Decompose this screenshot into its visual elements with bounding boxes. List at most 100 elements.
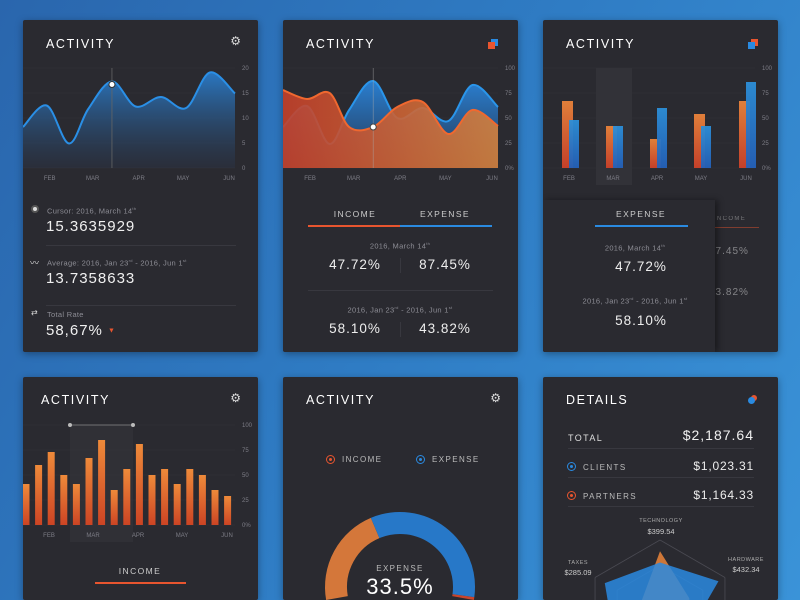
income-bar [198, 475, 206, 525]
donut-chart[interactable] [283, 377, 518, 600]
average-label: Average: 2016, Jan 23rd - 2016, Jun 1st [47, 258, 187, 268]
x-tick-label: FEB [304, 176, 316, 182]
x-tick-label: MAY [439, 176, 452, 182]
expense-value: 43.82% [419, 321, 471, 336]
clients-icon [567, 462, 576, 471]
income-bar [173, 484, 181, 525]
x-tick-label: MAR [347, 176, 361, 182]
income-underline [308, 225, 400, 227]
range-handle [68, 423, 72, 427]
cursor-value: 15.3635929 [46, 218, 136, 235]
y-tick-label: 0% [762, 166, 771, 172]
area-chart[interactable]: 100 75 50 25 0% FEB MAR APR MAY JUN [283, 20, 518, 185]
income-bar [186, 469, 194, 525]
range-label: 2016, Jan 23rd - 2016, Jun 1st [347, 305, 453, 315]
tab-income[interactable]: INCOME [118, 566, 162, 576]
income-panel-back[interactable]: INCOME 87.45% 43.82% [709, 200, 778, 352]
x-tick-label: JUN [740, 176, 752, 182]
x-tick-label: MAR [86, 533, 100, 539]
x-tick-label: FEB [44, 176, 56, 182]
card-title: ACTIVITY [41, 393, 111, 407]
total-label: TOTAL [568, 433, 604, 443]
y-tick-label: 20 [242, 66, 249, 72]
circles-icon[interactable] [748, 395, 758, 404]
expense-panel: EXPENSE 2016, March 14th 47.72% 2016, Ja… [543, 200, 715, 352]
income-legend-icon [326, 455, 335, 464]
card-title: ACTIVITY [306, 393, 376, 407]
cursor-point [369, 123, 377, 131]
income-bar [72, 484, 80, 525]
tab-income[interactable]: INCOME [713, 216, 747, 222]
range-label: 2016, Jan 23rd - 2016, Jun 1st [582, 296, 688, 306]
income-slice [325, 517, 380, 600]
income-bar [85, 458, 93, 525]
area-chart[interactable]: 20 15 10 5 0 FEB MAR APR MAY JUN [23, 20, 258, 185]
income-bar [35, 465, 43, 525]
tab-expense[interactable]: EXPENSE [420, 209, 470, 219]
date-label: 2016, March 14th [369, 241, 431, 251]
y-tick-label: 100 [505, 66, 516, 72]
clients-value: $1,023.31 [693, 459, 754, 473]
activity-card-donut: ACTIVITY ⚙ INCOME EXPENSE EXPENSE 33.5% [283, 377, 518, 600]
cursor-icon [31, 205, 39, 213]
y-tick-label: 100 [242, 423, 253, 429]
income-bar [60, 475, 68, 525]
bar-chart[interactable]: 100 75 50 25 0% FEB MAR APR MAY JUN [23, 377, 258, 542]
card-title: ACTIVITY [46, 37, 116, 51]
income-value: 87.45% [709, 246, 749, 257]
expense-bar [613, 126, 623, 168]
income-bar [148, 475, 156, 525]
x-tick-label: FEB [563, 176, 575, 182]
y-tick-label: 25 [505, 141, 512, 147]
rate-label: Total Rate [47, 310, 84, 319]
radar-label-technology: TECHNOLOGY [639, 518, 683, 524]
y-tick-label: 10 [242, 116, 249, 122]
y-tick-label: 50 [762, 116, 769, 122]
caret-down-icon: ▼ [108, 327, 116, 335]
gear-icon[interactable]: ⚙ [230, 391, 241, 405]
income-bar [123, 469, 131, 525]
activity-card-income-expense: ACTIVITY 100 75 50 25 0% FEB MAR APR MAY JUN INCO… [283, 20, 518, 352]
y-tick-label: 75 [762, 91, 769, 97]
activity-card-income-bars: ACTIVITY ⚙ 100 75 50 25 0% FEB MAR APR MAY JUN IN… [23, 377, 258, 600]
income-value: 58.10% [329, 321, 381, 336]
gear-icon[interactable]: ⚙ [490, 391, 501, 405]
x-tick-label: MAR [86, 176, 100, 182]
expense-bar [569, 120, 579, 168]
income-bar [135, 444, 143, 525]
bar-chart[interactable]: 100 75 50 25 0% FEB MAR APR MAY JUN [543, 20, 778, 185]
radar-value-technology: $399.54 [647, 527, 675, 536]
gear-icon[interactable]: ⚙ [230, 34, 241, 48]
radar-label-hardware: HARDWARE [728, 557, 764, 563]
y-tick-label: 15 [242, 91, 249, 97]
y-tick-label: 50 [505, 116, 512, 122]
legend-expense[interactable]: EXPENSE [432, 455, 480, 464]
radar-chart[interactable] [543, 377, 778, 600]
income-bar [694, 114, 705, 168]
area-fill [23, 72, 235, 168]
legend-income[interactable]: INCOME [342, 455, 383, 464]
y-tick-label: 0 [242, 166, 246, 172]
tab-expense[interactable]: EXPENSE [616, 209, 666, 219]
income-value: 47.72% [329, 257, 381, 272]
income-bar [650, 139, 661, 168]
y-tick-label: 0% [242, 523, 251, 529]
tab-income[interactable]: INCOME [333, 209, 377, 219]
exchange-icon: ⇄ [31, 308, 38, 317]
clients-label: CLIENTS [583, 463, 627, 472]
range-handle [131, 423, 135, 427]
activity-card-area: ACTIVITY ⚙ 20 15 10 5 0 FEB MAR APR MAY JUN Curso… [23, 20, 258, 352]
income-line [283, 89, 499, 135]
income-bar [47, 452, 55, 525]
date-label: 2016, March 14th [604, 243, 666, 253]
layers-icon[interactable] [748, 39, 758, 49]
x-tick-label: APR [132, 533, 145, 539]
layers-icon[interactable] [488, 39, 498, 49]
x-tick-label: JUN [223, 176, 235, 182]
x-tick-label: JUN [221, 533, 233, 539]
income-bar [98, 440, 106, 525]
trend-icon: 〰 [30, 258, 40, 268]
partners-label: PARTNERS [583, 492, 638, 501]
radar-grid [594, 539, 661, 578]
x-tick-label: MAR [606, 176, 620, 182]
